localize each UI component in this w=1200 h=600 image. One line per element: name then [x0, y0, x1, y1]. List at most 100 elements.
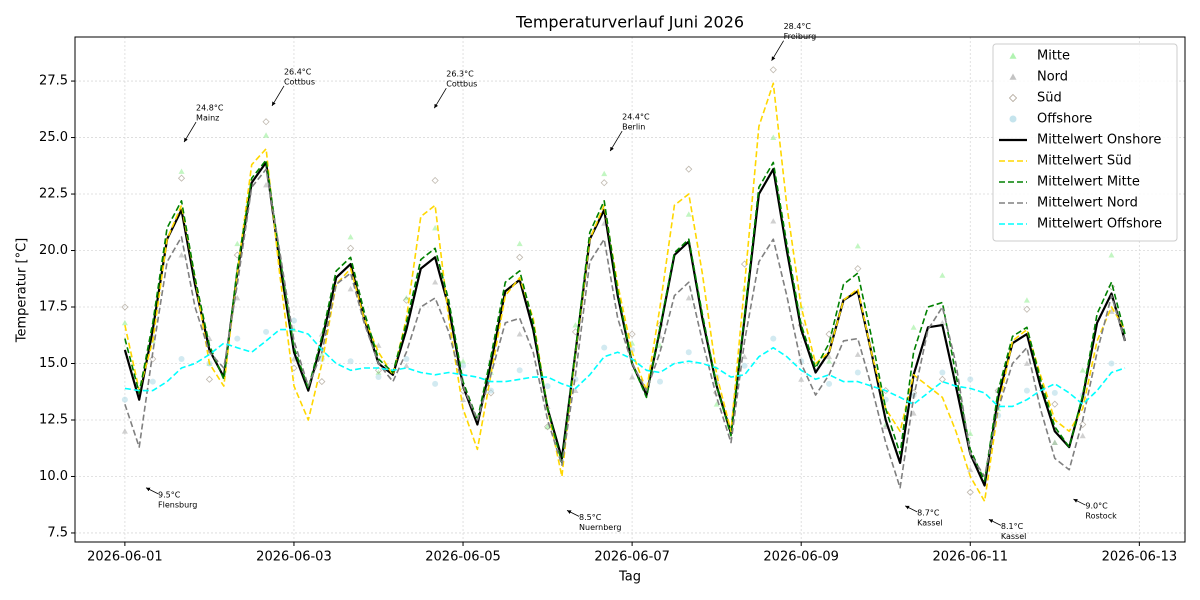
- scatter-point: [854, 351, 861, 357]
- scatter-point: [910, 324, 917, 330]
- chart-title: Temperaturverlauf Juni 2026: [515, 13, 744, 32]
- scatter-point: [1051, 439, 1058, 445]
- scatter-point: [601, 170, 608, 177]
- annotation-label: 9.5°C: [158, 490, 181, 499]
- y-tick-label: 7.5: [47, 525, 68, 540]
- scatter-point: [854, 369, 861, 376]
- scatter-point: [432, 380, 439, 387]
- scatter-point: [826, 353, 833, 360]
- scatter-point: [121, 396, 128, 403]
- y-tick-label: 27.5: [39, 74, 68, 89]
- line-series: [124, 168, 1126, 489]
- scatter-point: [263, 132, 270, 138]
- annotation-arrow: [609, 130, 623, 152]
- scatter-point: [629, 374, 636, 380]
- annotation-arrow: [1073, 498, 1086, 506]
- scatter-point: [544, 383, 551, 390]
- annotation-city: Nuernberg: [579, 523, 621, 532]
- scatter-point: [263, 181, 270, 188]
- scatter-point: [516, 253, 524, 261]
- scatter-point: [347, 285, 354, 292]
- scatter-point: [318, 378, 326, 386]
- scatter-point: [431, 176, 439, 185]
- scatter-point: [121, 303, 129, 311]
- legend: Mitte Nord Süd Offshore Mittelwert Onshore Mi…: [992, 43, 1178, 242]
- scatter-point: [460, 396, 467, 403]
- scatter-point: [375, 374, 382, 381]
- scatter-point: [460, 358, 467, 364]
- scatter-point: [1079, 420, 1087, 429]
- scatter-point: [966, 488, 974, 496]
- legend-marker: [1009, 115, 1017, 123]
- scatter-point: [205, 375, 213, 383]
- legend-marker: [1009, 73, 1017, 80]
- scatter-point: [318, 351, 325, 357]
- annotation-city: Kassel: [917, 518, 943, 527]
- scatter-point: [939, 319, 946, 326]
- scatter-point: [516, 331, 523, 337]
- annotation-label: 8.1°C: [1001, 522, 1024, 531]
- scatter-point: [516, 367, 523, 374]
- annotation-city: Kassel: [1001, 532, 1027, 541]
- annotation-city: Flensburg: [158, 500, 197, 509]
- legend-label: Mittelwert Onshore: [1037, 133, 1161, 148]
- line-series: [124, 159, 1126, 482]
- legend-label: Offshore: [1037, 112, 1092, 127]
- annotation-city: Mainz: [196, 114, 219, 123]
- scatter-point: [770, 134, 777, 140]
- annotation-city: Berlin: [622, 123, 645, 132]
- annotation-arrow: [566, 510, 580, 517]
- scatter-point: [234, 240, 241, 247]
- x-tick-label: 2026-06-07: [594, 550, 670, 565]
- scatter-point: [1023, 297, 1030, 303]
- annotation-arrow: [433, 87, 447, 109]
- legend-label: Mittelwert Offshore: [1037, 217, 1162, 232]
- scatter-point: [374, 366, 383, 374]
- legend-label: Mittelwert Mitte: [1037, 175, 1140, 190]
- annotation-label: 28.4°C: [784, 22, 812, 31]
- y-tick-label: 15.0: [39, 356, 68, 371]
- scatter-point: [967, 466, 974, 473]
- scatter-point: [432, 224, 439, 231]
- annotation-city: Rostock: [1085, 512, 1117, 521]
- scatter-point: [628, 330, 636, 338]
- scatter-point: [1079, 367, 1086, 373]
- scatter-point: [939, 272, 946, 278]
- scatter-point: [1023, 360, 1030, 366]
- y-tick-label: 25.0: [39, 130, 68, 145]
- scatter-point: [487, 387, 494, 394]
- x-axis-label: Tag: [618, 570, 641, 585]
- x-tick-label: 2026-06-05: [425, 550, 501, 565]
- scatter-point: [178, 355, 185, 362]
- scatter-point: [1051, 389, 1058, 396]
- annotation-city: Cottbus: [284, 77, 315, 86]
- scatter-point: [601, 344, 608, 351]
- x-tick-label: 2026-06-09: [763, 550, 839, 565]
- scatter-point: [741, 362, 748, 369]
- scatter-point: [939, 369, 946, 376]
- scatter-point: [854, 265, 862, 273]
- annotation-label: 26.3°C: [446, 70, 474, 79]
- scatter-point: [234, 335, 241, 342]
- scatter-point: [262, 118, 270, 126]
- scatter-point: [938, 375, 946, 383]
- scatter-point: [685, 211, 692, 217]
- annotation-arrow: [771, 40, 784, 61]
- scatter-point: [600, 179, 608, 187]
- scatter-point: [347, 358, 354, 365]
- scatter-point: [263, 328, 270, 335]
- scatter-point: [347, 244, 355, 252]
- y-axis-label: Temperatur [°C]: [15, 238, 30, 344]
- y-tick-label: 20.0: [39, 243, 68, 258]
- scatter-point: [290, 355, 297, 362]
- annotation-arrow: [988, 519, 1002, 526]
- scatter-point: [854, 243, 861, 249]
- scatter-point: [375, 369, 382, 375]
- x-tick-label: 2026-06-13: [1102, 550, 1178, 565]
- scatter-point: [770, 218, 777, 224]
- scatter-point: [347, 233, 354, 240]
- legend-label: Nord: [1037, 70, 1068, 85]
- annotation-arrow: [183, 121, 197, 143]
- legend-label: Mittelwert Nord: [1037, 196, 1138, 211]
